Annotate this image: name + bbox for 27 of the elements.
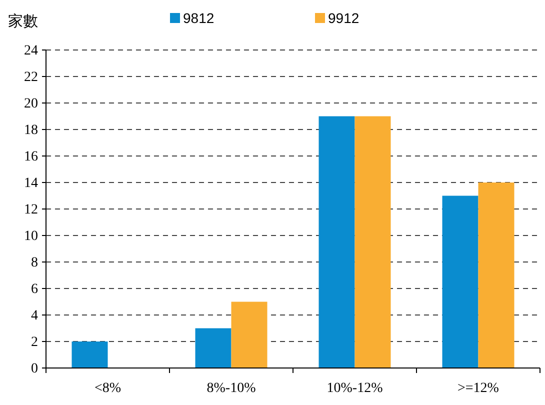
y-tick-label: 4 <box>31 308 38 324</box>
y-tick-label: 8 <box>31 256 38 270</box>
y-tick-label: 2 <box>31 335 38 350</box>
x-tick-label: >=12% <box>458 381 500 396</box>
y-tick-label: 0 <box>31 362 38 376</box>
bar <box>318 116 355 368</box>
y-tick-label: 6 <box>31 282 38 297</box>
bar <box>72 342 108 368</box>
y-tick-label: 18 <box>24 123 38 138</box>
bar <box>442 196 478 368</box>
y-tick-label: 14 <box>24 176 38 191</box>
y-axis-title: 家數 <box>8 13 38 30</box>
y-tick-label: 20 <box>24 96 38 112</box>
x-tick-label: <8% <box>94 381 122 396</box>
y-tick-label: 24 <box>24 44 38 58</box>
y-tick-label: 10 <box>24 229 38 244</box>
legend-label: 9912 <box>328 10 360 26</box>
y-tick-label: 22 <box>24 70 38 85</box>
bar <box>354 116 391 368</box>
y-tick-label: 16 <box>24 150 38 164</box>
bar <box>478 182 514 368</box>
y-tick-label: 12 <box>24 202 38 218</box>
x-tick-label: 8%-10% <box>206 381 256 396</box>
legend-label: 9812 <box>183 10 214 26</box>
bar <box>231 302 268 368</box>
x-tick-label: 10%-12% <box>326 381 384 396</box>
bar <box>195 328 232 368</box>
